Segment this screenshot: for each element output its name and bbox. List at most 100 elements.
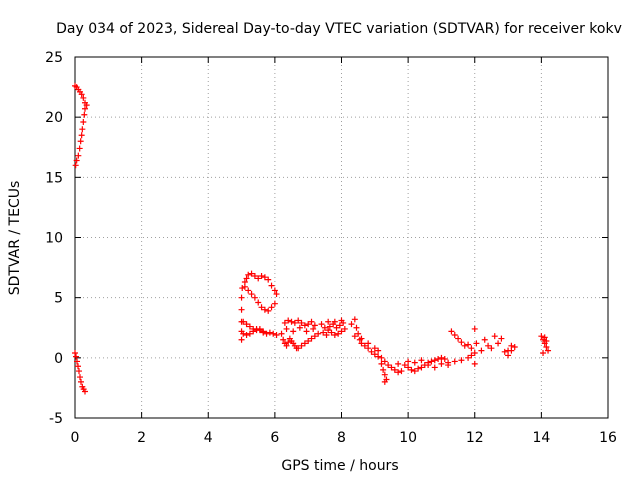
data-point bbox=[538, 333, 545, 340]
data-point bbox=[295, 345, 302, 352]
data-point bbox=[543, 337, 550, 344]
data-point bbox=[415, 365, 422, 372]
data-point bbox=[435, 356, 442, 363]
x-tick-label: 10 bbox=[399, 430, 417, 446]
data-point bbox=[501, 348, 508, 355]
data-point bbox=[495, 340, 502, 347]
data-point bbox=[74, 363, 81, 370]
data-point bbox=[77, 138, 84, 145]
data-point bbox=[355, 330, 362, 337]
data-point bbox=[425, 362, 432, 369]
data-point bbox=[445, 362, 452, 369]
y-tick-label: -5 bbox=[49, 411, 63, 427]
data-point bbox=[541, 334, 548, 341]
data-point bbox=[428, 358, 435, 365]
data-point bbox=[508, 342, 515, 349]
data-point bbox=[260, 329, 267, 336]
x-tick-label: 0 bbox=[71, 430, 80, 446]
data-point bbox=[411, 359, 418, 366]
data-point bbox=[375, 353, 382, 360]
data-point bbox=[351, 333, 358, 340]
data-point bbox=[261, 274, 268, 281]
x-tick-label: 16 bbox=[599, 430, 617, 446]
data-point bbox=[248, 291, 255, 298]
data-point bbox=[266, 329, 273, 336]
data-point bbox=[305, 321, 312, 328]
data-point bbox=[271, 287, 278, 294]
data-point bbox=[301, 340, 308, 347]
x-tick-label: 8 bbox=[337, 430, 346, 446]
data-point bbox=[378, 360, 385, 367]
data-point bbox=[315, 330, 322, 337]
data-point bbox=[471, 360, 478, 367]
data-point bbox=[295, 317, 302, 324]
data-point bbox=[258, 273, 265, 280]
data-point bbox=[451, 358, 458, 365]
data-point bbox=[283, 342, 290, 349]
data-point bbox=[338, 328, 345, 335]
data-point bbox=[405, 364, 412, 371]
data-point bbox=[405, 358, 412, 365]
data-point bbox=[256, 327, 263, 334]
data-point bbox=[301, 322, 308, 329]
data-point bbox=[73, 157, 80, 164]
data-point bbox=[273, 291, 280, 298]
data-point bbox=[320, 329, 327, 336]
data-point bbox=[438, 354, 445, 361]
y-tick-label: 10 bbox=[45, 231, 63, 247]
data-point bbox=[380, 366, 387, 373]
data-point bbox=[251, 273, 258, 280]
data-point bbox=[481, 336, 488, 343]
data-point bbox=[411, 368, 418, 375]
data-point bbox=[505, 347, 512, 354]
data-point bbox=[278, 330, 285, 337]
data-point bbox=[240, 318, 247, 325]
data-point bbox=[81, 388, 88, 395]
data-point bbox=[335, 330, 342, 337]
data-point bbox=[241, 283, 248, 290]
data-point bbox=[321, 324, 328, 331]
data-point bbox=[271, 300, 278, 307]
data-point bbox=[265, 307, 272, 314]
data-point bbox=[485, 342, 492, 349]
chart-title: Day 034 of 2023, Sidereal Day-to-day VTE… bbox=[56, 21, 622, 37]
data-point bbox=[281, 319, 288, 326]
data-point bbox=[458, 339, 465, 346]
data-point bbox=[388, 364, 395, 371]
data-point bbox=[238, 306, 245, 313]
data-point bbox=[465, 341, 472, 348]
data-point bbox=[72, 162, 79, 169]
data-point bbox=[543, 344, 550, 351]
data-point bbox=[455, 335, 462, 342]
data-point bbox=[438, 360, 445, 367]
data-point bbox=[368, 348, 375, 355]
data-point bbox=[385, 362, 392, 369]
data-point bbox=[303, 328, 310, 335]
data-point bbox=[238, 336, 245, 343]
data-point bbox=[395, 360, 402, 367]
data-point bbox=[431, 357, 438, 364]
gridlines bbox=[75, 57, 608, 418]
data-point bbox=[473, 340, 480, 347]
data-point bbox=[341, 325, 348, 332]
data-point bbox=[395, 369, 402, 376]
y-axis-label: SDTVAR / TECUs bbox=[7, 181, 23, 296]
data-point bbox=[78, 91, 85, 98]
data-point bbox=[333, 324, 340, 331]
data-point bbox=[371, 345, 378, 352]
data-point bbox=[75, 368, 82, 375]
data-point bbox=[250, 328, 257, 335]
data-point bbox=[358, 335, 365, 342]
data-point bbox=[305, 337, 312, 344]
data-point bbox=[318, 321, 325, 328]
data-point bbox=[471, 350, 478, 357]
data-point bbox=[79, 126, 86, 133]
axis-ticks: 0 2 4 6 8 10 12 14 16 -5 0 5 10 15 20 25 bbox=[45, 50, 617, 446]
data-point bbox=[239, 285, 246, 292]
data-point bbox=[258, 304, 265, 311]
data-point bbox=[381, 371, 388, 378]
data-point bbox=[461, 342, 468, 349]
data-point bbox=[246, 330, 253, 337]
data-point bbox=[371, 351, 378, 358]
